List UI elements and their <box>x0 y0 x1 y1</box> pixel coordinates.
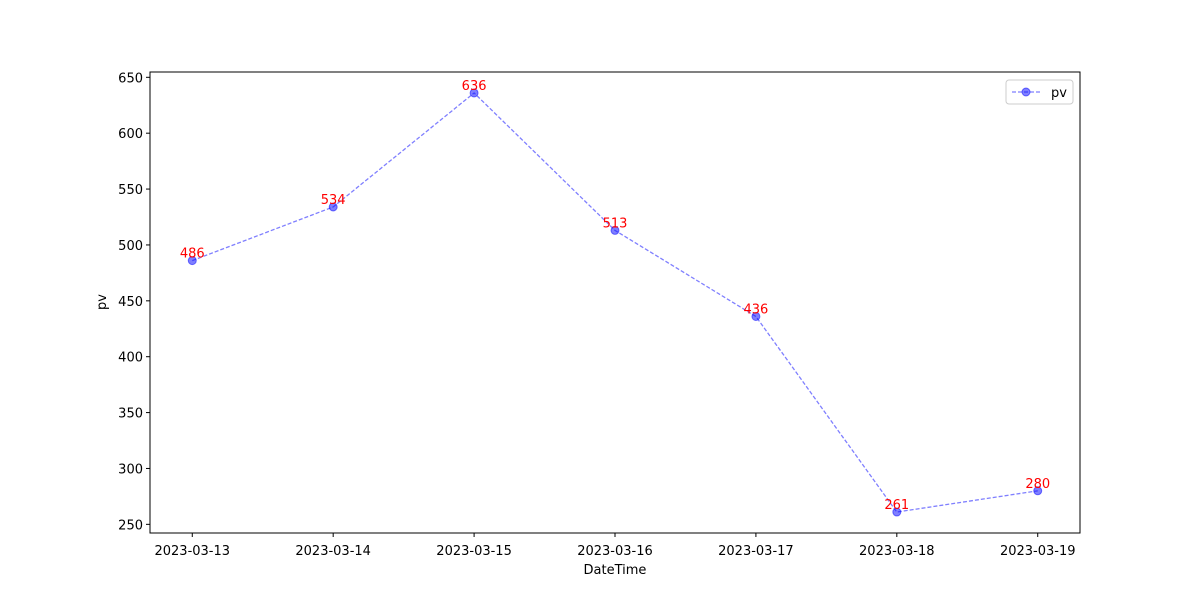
x-tick-label: 2023-03-18 <box>859 544 935 559</box>
point <box>892 507 902 517</box>
x-tick-label: 2023-03-13 <box>154 544 230 559</box>
y-tick-label: 250 <box>118 518 143 533</box>
y-axis-label: pv <box>95 294 110 310</box>
data-label: 436 <box>743 302 768 317</box>
data-label: 513 <box>603 216 628 231</box>
data-label: 280 <box>1025 477 1050 492</box>
axes-frame <box>149 71 1081 534</box>
series-line <box>192 92 1038 513</box>
y-tick-label: 550 <box>118 183 143 198</box>
point <box>328 202 338 212</box>
y-tick-label: 300 <box>118 462 143 477</box>
x-tick-label: 2023-03-17 <box>718 544 794 559</box>
data-label: 636 <box>462 79 487 94</box>
legend-marker <box>1021 87 1031 97</box>
point <box>469 88 479 98</box>
x-tick-label: 2023-03-19 <box>1000 544 1076 559</box>
x-tick-label: 2023-03-16 <box>577 544 653 559</box>
x-tick-label: 2023-03-15 <box>436 544 512 559</box>
point <box>751 311 761 321</box>
point <box>1033 486 1043 496</box>
y-tick-label: 400 <box>118 351 143 366</box>
legend-label: pv <box>1051 86 1067 101</box>
y-tick-label: 450 <box>118 295 143 310</box>
y-tick-label: 650 <box>118 71 143 86</box>
point <box>187 256 197 266</box>
x-tick-label: 2023-03-14 <box>295 544 371 559</box>
y-tick-label: 500 <box>118 239 143 254</box>
data-label: 534 <box>321 193 346 208</box>
x-axis-label: DateTime <box>584 563 647 578</box>
y-tick-label: 350 <box>118 407 143 422</box>
data-label: 261 <box>884 498 909 513</box>
data-label: 486 <box>180 247 205 262</box>
point <box>610 225 620 235</box>
y-tick-label: 600 <box>118 127 143 142</box>
